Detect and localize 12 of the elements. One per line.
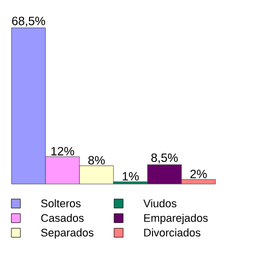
legend-label: Viudos <box>143 199 176 208</box>
data-label: 68,5% <box>12 16 46 27</box>
legend-label: Separados <box>41 228 94 239</box>
data-label: 1% <box>122 172 139 180</box>
legend-label: Divorciados <box>144 228 200 237</box>
legend-label: Casados <box>41 214 84 222</box>
data-label: 8% <box>88 156 105 165</box>
data-label: 8,5% <box>151 153 178 164</box>
data-label: 2% <box>190 170 207 178</box>
legend-label: Emparejados <box>144 214 208 224</box>
data-label: 12% <box>51 146 74 156</box>
legend-label: Solteros <box>41 199 81 208</box>
